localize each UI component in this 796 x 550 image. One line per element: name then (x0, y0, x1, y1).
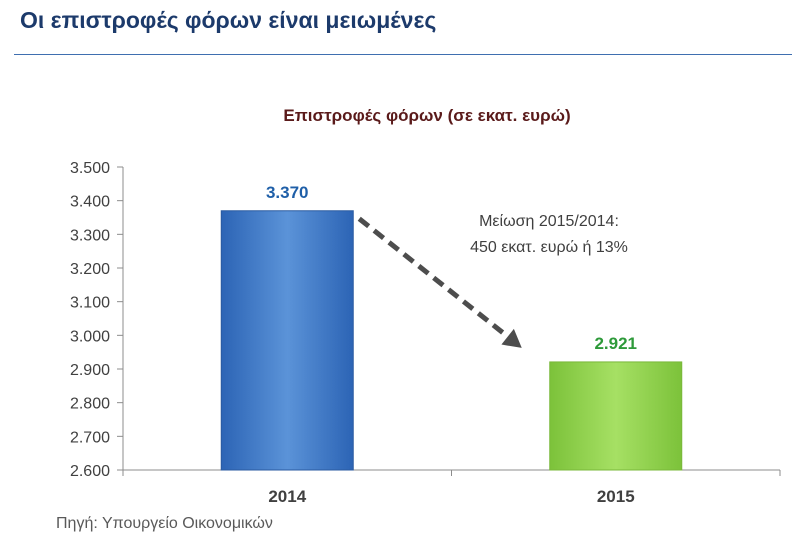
y-tick-label: 3.100 (70, 295, 110, 312)
source-note: Πηγή: Υπουργείο Οικονομικών (56, 515, 273, 532)
dashed-arrow-line (357, 216, 518, 345)
annotation-text: 450 εκατ. ευρώ ή 13% (470, 239, 628, 256)
y-tick-label: 2.700 (70, 429, 110, 446)
chart-title: Επιστροφές φόρων (σε εκατ. ευρώ) (283, 106, 570, 125)
arrow-head-icon (501, 328, 522, 348)
y-tick-label: 3.500 (70, 160, 110, 177)
y-tick-label: 3.000 (70, 328, 110, 345)
data-label-2014: 3.370 (266, 183, 309, 202)
x-tick-label: 2015 (597, 487, 635, 506)
title-divider (14, 54, 792, 55)
y-tick-label: 2.600 (70, 463, 110, 480)
y-tick-label: 3.200 (70, 261, 110, 278)
bar-2015 (549, 361, 683, 471)
annotation-text: Μείωση 2015/2014: (479, 213, 619, 230)
y-tick-label: 2.900 (70, 362, 110, 379)
data-label-2015: 2.921 (594, 334, 637, 353)
page-title: Οι επιστροφές φόρων είναι μειωμένες (20, 7, 437, 33)
y-tick-label: 3.300 (70, 227, 110, 244)
y-tick-label: 2.800 (70, 396, 110, 413)
y-tick-label: 3.400 (70, 194, 110, 211)
x-tick-label: 2014 (268, 487, 306, 506)
bar-2014 (220, 210, 354, 471)
